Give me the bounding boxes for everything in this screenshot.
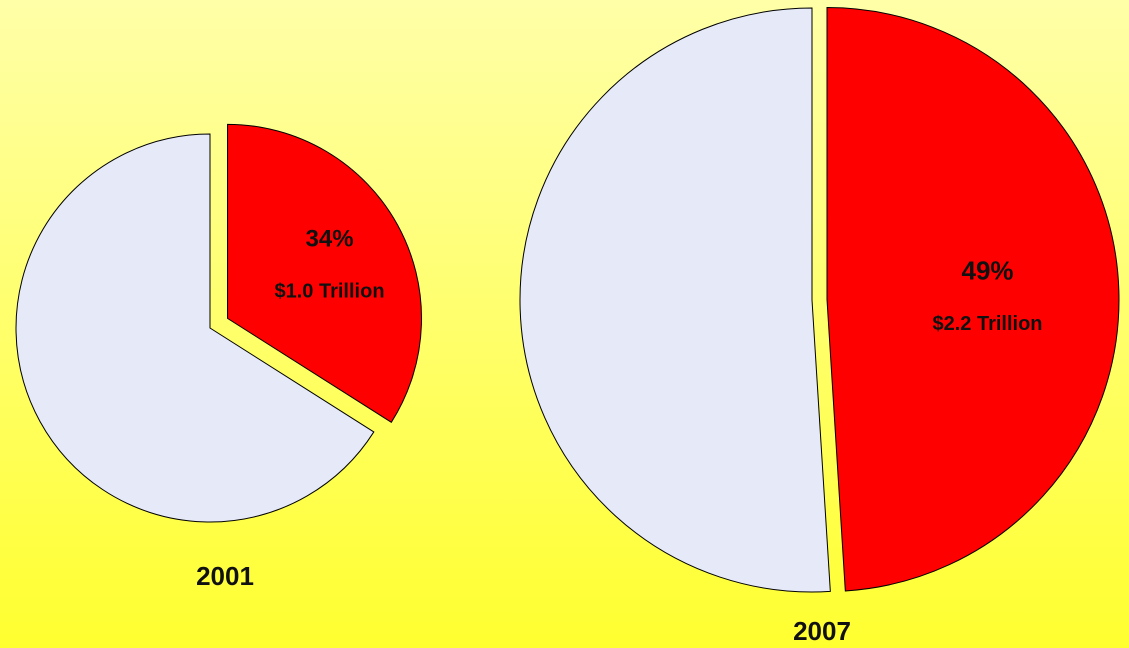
pie-slice xyxy=(826,7,1120,592)
value-label: 34% xyxy=(306,226,354,253)
annotation: $1.0 Trillion xyxy=(275,281,385,303)
chart-title: 2001 xyxy=(196,561,254,591)
pie-slice xyxy=(15,133,375,523)
value-label: 49% xyxy=(961,255,1013,285)
annotation: $2.2 Trillion xyxy=(932,313,1042,335)
chart-title: 2007 xyxy=(793,616,851,646)
pie-slice xyxy=(519,7,831,593)
pie-slice xyxy=(227,123,422,424)
